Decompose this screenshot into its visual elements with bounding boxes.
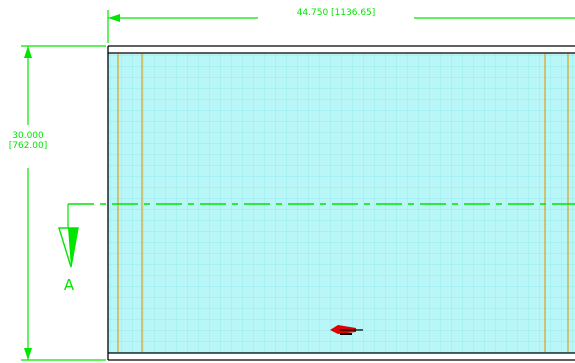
width-arrowhead-icon [108, 14, 120, 22]
height-dimension-label-1: 30.000 [12, 131, 44, 141]
section-label: A [64, 276, 75, 294]
height-dimension-label-2: [762.00] [9, 141, 48, 151]
width-dimension-label: 44.750 [1136.65] [297, 8, 376, 18]
height-arrowhead-bottom-icon [24, 348, 32, 360]
panel-grid [108, 53, 575, 353]
red-marker-icon [330, 325, 363, 335]
width-dimension: 44.750 [1136.65] [107, 8, 575, 43]
height-arrowhead-top-icon [24, 46, 32, 58]
height-dimension: 30.000 [762.00] [9, 45, 106, 361]
triangle-fill-icon [68, 228, 78, 267]
panel [68, 45, 575, 361]
section-indicator: A [58, 204, 79, 294]
